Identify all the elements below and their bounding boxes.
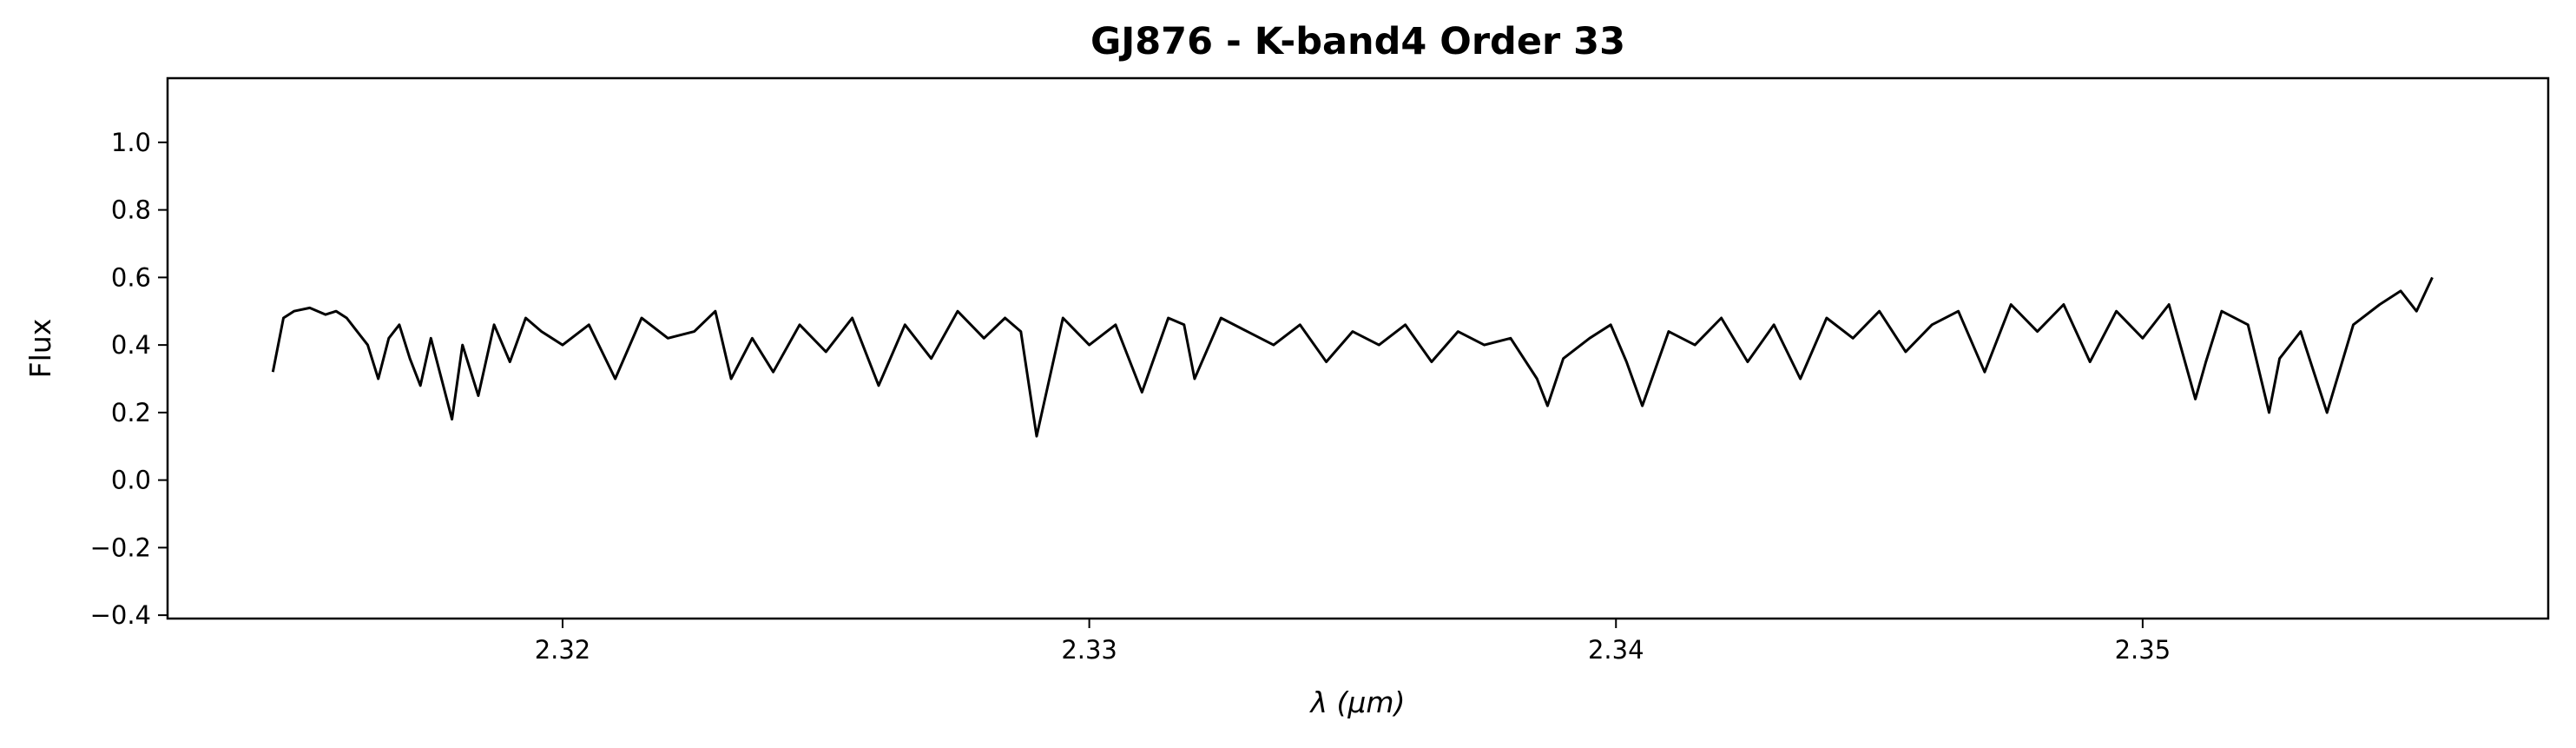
plot-frame bbox=[166, 76, 2550, 620]
x-tick-label: 2.34 bbox=[1588, 635, 1644, 665]
plot-area bbox=[271, 276, 2434, 438]
y-tick-label: 1.0 bbox=[111, 128, 151, 157]
y-axis-label: Flux bbox=[23, 319, 57, 379]
y-tick-label: 0.4 bbox=[111, 330, 151, 360]
y-tick-label: 0.2 bbox=[111, 398, 151, 427]
x-axis-label: λ (μm) bbox=[1309, 685, 1406, 719]
x-tick-label: 2.35 bbox=[2115, 635, 2171, 665]
y-tick-label: −0.4 bbox=[90, 600, 151, 630]
y-tick-label: 0.0 bbox=[111, 466, 151, 495]
spectrum-line bbox=[271, 276, 2434, 438]
x-tick-label: 2.32 bbox=[535, 635, 591, 665]
y-axis: −0.4 −0.2 0.0 0.2 0.4 0.6 0.8 1.0 bbox=[90, 128, 168, 630]
chart-title: GJ876 - K-band4 Order 33 bbox=[1090, 20, 1625, 63]
y-tick-label: 0.8 bbox=[111, 195, 151, 225]
x-axis: 2.32 2.33 2.34 2.35 bbox=[535, 619, 2171, 665]
y-tick-label: 0.6 bbox=[111, 262, 151, 292]
x-tick-label: 2.33 bbox=[1061, 635, 1117, 665]
y-tick-label: −0.2 bbox=[90, 533, 151, 562]
